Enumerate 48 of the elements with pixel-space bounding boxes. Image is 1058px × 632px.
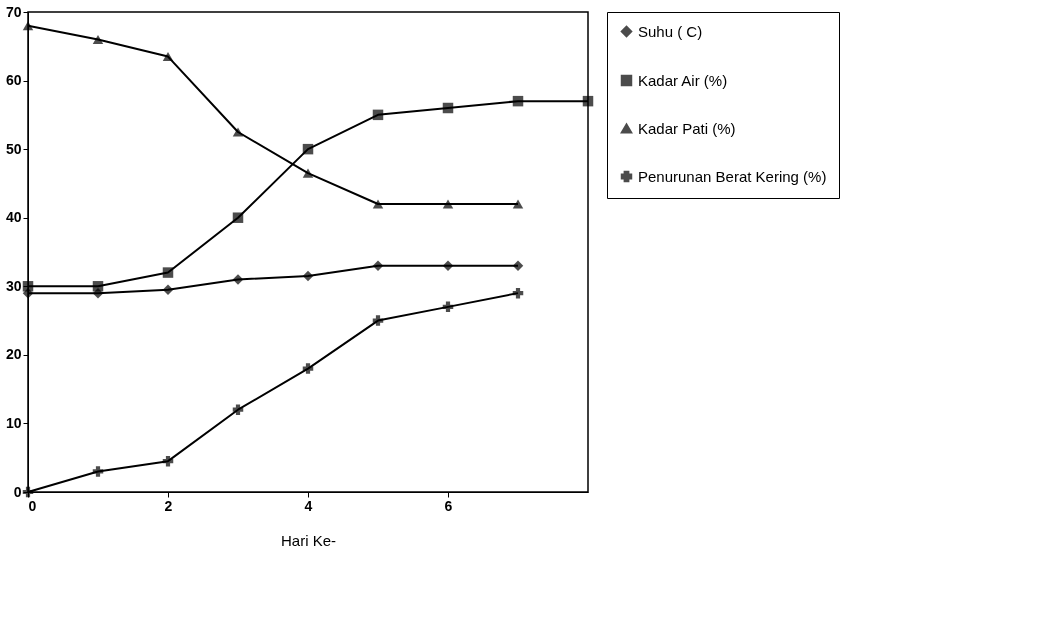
- point: [442, 301, 454, 313]
- point: [22, 281, 34, 292]
- y-tick-label: 0: [13, 483, 22, 500]
- y-tick-label: 10: [5, 414, 22, 431]
- point: [162, 455, 174, 467]
- x-tick-label: 4: [304, 497, 313, 514]
- point: [162, 52, 174, 62]
- point: [162, 267, 174, 278]
- point: [232, 404, 244, 415]
- point: [512, 95, 524, 107]
- legend-label: Kadar Pati (%): [638, 119, 736, 137]
- point: [512, 199, 524, 209]
- y-tick-label: 20: [5, 346, 22, 363]
- x-tick-label: 0: [28, 497, 37, 514]
- y-tick-label: 60: [5, 72, 22, 89]
- x-tick-label: 6: [444, 497, 453, 514]
- point: [372, 315, 384, 326]
- point: [442, 260, 454, 271]
- point: [302, 143, 314, 155]
- legend-label: Penurunan Berat Kering (%): [638, 167, 827, 185]
- point: [22, 486, 34, 498]
- point: [372, 109, 384, 121]
- point: [442, 199, 454, 209]
- point: [232, 274, 244, 285]
- x-axis-title: Hari Ke-: [280, 531, 337, 549]
- y-tick-label: 30: [5, 277, 22, 294]
- y-tick-label: 40: [5, 209, 22, 226]
- y-tick-label: 50: [5, 140, 22, 157]
- point: [162, 284, 174, 295]
- legend-label: Kadar Air (%): [638, 71, 728, 89]
- point: [232, 127, 244, 137]
- legend-label: Suhu ( C): [638, 22, 703, 40]
- point: [512, 287, 524, 299]
- point: [372, 260, 384, 271]
- point: [92, 281, 104, 292]
- point: [512, 260, 524, 271]
- point: [582, 95, 594, 107]
- point: [302, 270, 314, 282]
- point: [232, 212, 244, 223]
- point: [92, 34, 104, 44]
- point: [302, 363, 314, 374]
- y-tick-label: 70: [5, 3, 22, 20]
- x-tick-label: 2: [164, 497, 173, 514]
- point: [372, 199, 384, 209]
- point: [22, 21, 34, 31]
- point: [442, 102, 454, 114]
- point: [92, 466, 104, 477]
- point: [302, 168, 314, 178]
